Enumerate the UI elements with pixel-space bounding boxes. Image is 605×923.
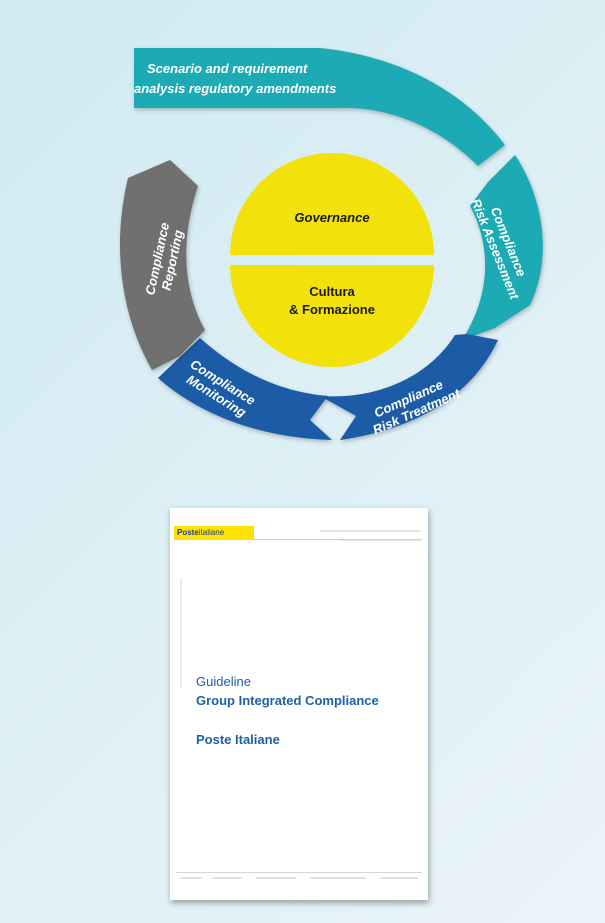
segment-risk-assessment (462, 155, 543, 340)
header-placeholder-line (320, 530, 420, 532)
segment-scenario (134, 48, 505, 166)
footer-rule (176, 872, 422, 873)
footer-placeholder (180, 877, 202, 879)
svg-text:analysis regulatory amendments: analysis regulatory amendments (134, 81, 336, 96)
document-organization: Poste Italiane (196, 732, 280, 747)
margin-placeholder (180, 578, 182, 688)
document-subtitle: Group Integrated Compliance (196, 693, 379, 708)
core-governance-label: Governance (294, 210, 369, 225)
segment-monitoring (158, 338, 332, 440)
core-cultura-line2: & Formazione (289, 302, 375, 317)
segment-scenario-line2: analysis regulatory amendments (134, 81, 336, 96)
footer-placeholder (256, 877, 296, 879)
poste-italiane-logo: Posteitaliane (174, 526, 254, 539)
header-placeholder-line (340, 539, 420, 541)
footer-placeholder (380, 877, 418, 879)
svg-text:Scenario and requirement: Scenario and requirement (147, 61, 308, 76)
compliance-cycle-diagram: Scenario and requirement analysis regula… (119, 48, 543, 440)
core-governance (230, 153, 434, 255)
segment-reporting (119, 160, 205, 370)
segment-risk-treatment (320, 334, 498, 440)
document-title: Guideline (196, 674, 251, 689)
core-cultura (230, 265, 434, 367)
footer-placeholder (310, 877, 366, 879)
header-rule (174, 539, 422, 540)
core-cultura-line1: Cultura (309, 284, 355, 299)
segment-scenario-line1: Scenario and requirement (147, 61, 308, 76)
footer-placeholder (212, 877, 242, 879)
guideline-document-cover: Posteitaliane Guideline Group Integrated… (170, 508, 428, 900)
